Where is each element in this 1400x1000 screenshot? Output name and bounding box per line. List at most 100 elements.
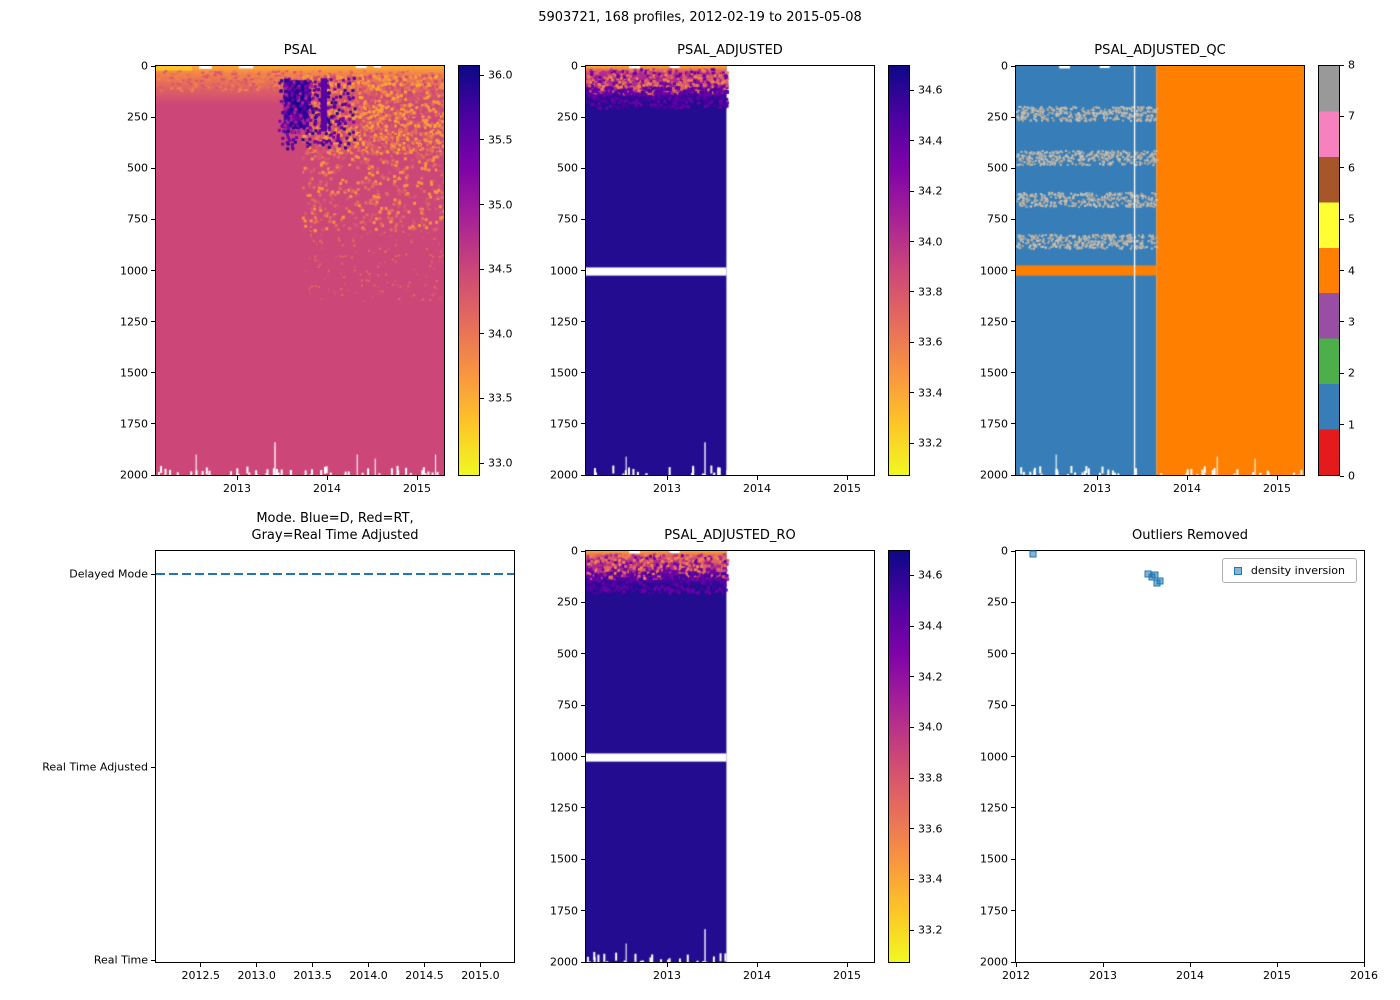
xtick-mark (236, 476, 238, 480)
cbtick-mark (910, 777, 914, 779)
ytick-label: 1250 (120, 315, 148, 329)
cbtick-label: 33.0 (488, 456, 513, 470)
psal-adjusted-ro-colorbar-gradient (888, 550, 910, 963)
cbtick-label: 33.2 (918, 923, 943, 937)
ytick-mark (581, 65, 585, 67)
cbtick-label: 3 (1348, 315, 1355, 329)
ytick-mark (1011, 910, 1015, 912)
xtick-label: 2015 (1263, 969, 1291, 982)
ytick-mark (151, 167, 155, 169)
xtick-label: 2013 (653, 482, 681, 495)
ytick-mark (151, 573, 155, 575)
cbtick-label: 8 (1348, 58, 1355, 72)
ytick-mark (1011, 321, 1015, 323)
ytick-mark (151, 270, 155, 271)
cbtick-label: 33.2 (918, 436, 943, 450)
cbtick-label: 34.5 (488, 262, 513, 276)
cbtick-mark (1340, 64, 1344, 66)
psal-adjusted-qc-heatmap (1016, 66, 1304, 475)
cbtick-mark (1340, 115, 1344, 117)
cbtick-label: 35.5 (488, 133, 513, 147)
ytick-mark (1011, 807, 1015, 809)
plot-psal-adjusted-qc: PSAL_ADJUSTED_QC 2013 2014 2015 0 250 500 750 1… (980, 43, 1305, 495)
cbtick-label: 5 (1348, 212, 1355, 226)
cbtick-label: 34.0 (488, 327, 513, 341)
qc-flag-colorbar-segments (1318, 65, 1340, 476)
ytick-label: 750 (987, 698, 1008, 712)
ytick-label: 1750 (120, 417, 148, 431)
ytick-label: 1500 (120, 366, 148, 380)
xtick-label: 2012 (1002, 969, 1030, 982)
cbtick-label: 34.4 (918, 134, 943, 148)
ytick-label: 2000 (980, 468, 1008, 482)
ytick-mark (1011, 372, 1015, 374)
cbtick-mark (1340, 321, 1344, 323)
ytick-mark (151, 959, 155, 961)
psal-heatmap (156, 66, 444, 475)
ytick-mark (1011, 550, 1015, 552)
cbtick-mark (480, 333, 484, 335)
ytick-mark (581, 601, 585, 603)
plot-psal-adjusted: PSAL_ADJUSTED 2013 2014 2015 0 250 500 750 1000… (550, 43, 875, 495)
ytick-mark (581, 218, 585, 220)
ytick-label: 250 (557, 595, 578, 609)
ytick-label: 1000 (980, 750, 1008, 763)
ytick-label: 1250 (980, 315, 1008, 329)
xtick-label: 2013 (223, 482, 251, 495)
ytick-label: Delayed Mode (69, 567, 148, 581)
xtick-mark (416, 476, 418, 480)
xtick-label: 2014 (1173, 482, 1201, 495)
ytick-mark (151, 423, 155, 425)
ytick-label: 1500 (550, 366, 578, 380)
xtick-mark (1096, 476, 1098, 480)
ytick-label: 500 (127, 161, 148, 175)
cbtick-mark (910, 828, 914, 830)
ytick-label: 0 (1001, 59, 1008, 73)
cbtick-mark (1340, 372, 1344, 374)
ytick-mark (581, 961, 585, 963)
ytick-label: 2000 (550, 955, 578, 969)
plot-outliers-removed: Outliers Removed density inversion 2012 2… (980, 528, 1378, 982)
cbtick-label: 34.6 (918, 83, 943, 97)
ytick-mark (581, 474, 585, 476)
xtick-mark (1186, 476, 1188, 480)
cbtick-label: 6 (1348, 161, 1355, 175)
ytick-label: 500 (987, 647, 1008, 661)
ytick-label: 250 (987, 110, 1008, 124)
xtick-mark (326, 476, 328, 480)
ytick-mark (581, 910, 585, 912)
xtick-label: 2014.5 (405, 969, 444, 982)
cbtick-mark (1340, 424, 1344, 426)
ytick-label: 750 (557, 212, 578, 226)
ytick-label: 1000 (120, 264, 148, 277)
xtick-mark (756, 963, 758, 967)
xtick-mark (1276, 476, 1278, 480)
cbtick-mark (910, 341, 914, 343)
plot-psal-adjusted-ro-title: PSAL_ADJUSTED_RO (664, 528, 796, 544)
cbtick-label: 0 (1348, 469, 1355, 483)
ytick-mark (581, 167, 585, 169)
cbtick-mark (480, 74, 484, 76)
ytick-label: 2000 (120, 468, 148, 482)
cbtick-mark (910, 442, 914, 444)
ytick-label: 750 (127, 212, 148, 226)
cbtick-mark (1340, 270, 1344, 271)
xtick-label: 2016 (1350, 969, 1378, 982)
xtick-mark (666, 963, 668, 967)
ytick-mark (1011, 116, 1015, 118)
xtick-mark (756, 476, 758, 480)
ytick-label: 500 (557, 647, 578, 661)
ytick-label: 1250 (980, 801, 1008, 815)
ytick-label: 250 (557, 110, 578, 124)
ytick-label: 1000 (550, 264, 578, 277)
ytick-mark (1011, 423, 1015, 425)
qc-flag-colorbar: 0 1 2 3 4 5 6 7 8 (1318, 59, 1382, 483)
cbtick-label: 7 (1348, 109, 1355, 123)
ytick-label: 1000 (980, 264, 1008, 277)
xtick-label: 2015 (1263, 482, 1291, 495)
xtick-mark (666, 476, 668, 480)
psal-colorbar-gradient (458, 65, 480, 476)
xtick-label: 2013.0 (237, 969, 276, 982)
ytick-label: 0 (571, 59, 578, 73)
